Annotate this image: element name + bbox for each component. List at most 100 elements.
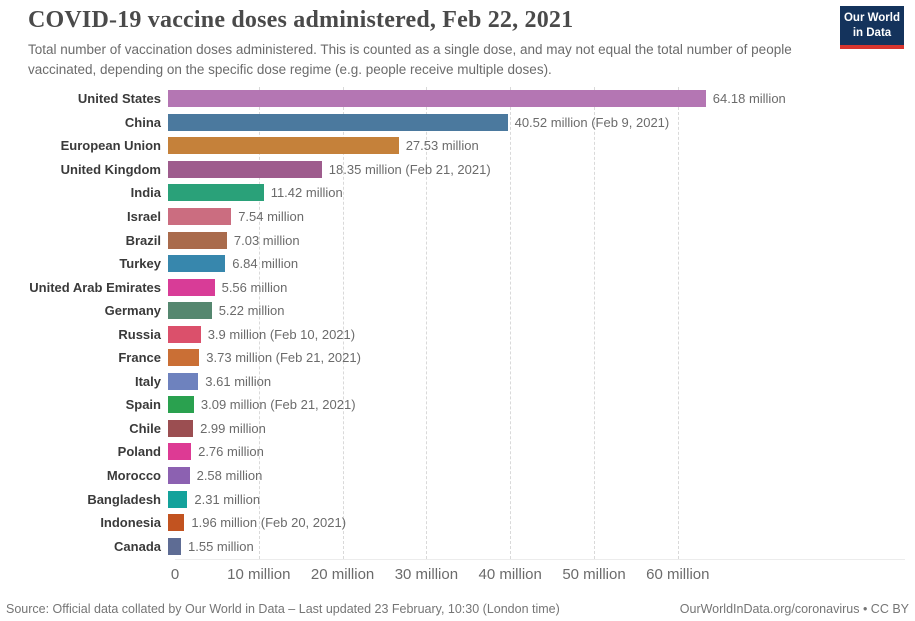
bar-row: Turkey 6.84 million <box>0 252 905 276</box>
value-label: 18.35 million (Feb 21, 2021) <box>328 161 491 177</box>
bar[interactable] <box>168 349 200 367</box>
bar[interactable] <box>168 514 185 532</box>
value-label: 7.54 million <box>238 209 304 224</box>
country-label: Israel <box>127 209 161 224</box>
value-label: 5.56 million <box>221 279 288 295</box>
bar-row: United Arab Emirates 5.56 million <box>0 275 905 299</box>
value-label: 6.84 million <box>232 256 299 272</box>
country-label: India <box>130 185 161 201</box>
owid-link[interactable]: OurWorldInData.org/coronavirus • CC BY <box>679 602 909 616</box>
bar[interactable] <box>168 113 508 131</box>
bar[interactable] <box>168 537 181 555</box>
bar-row: United States 64.18 million <box>0 87 905 111</box>
x-tick-label: 10 million <box>227 566 291 583</box>
page-title: COVID-19 vaccine doses administered, Feb… <box>28 7 574 33</box>
value-label: 3.73 million (Feb 21, 2021) <box>206 350 361 366</box>
value-label: 1.96 million (Feb 20, 2021) <box>191 515 347 531</box>
bar[interactable] <box>168 419 194 437</box>
x-tick-label: 20 million <box>310 566 375 583</box>
bar-row: France 3.73 million (Feb 21, 2021) <box>0 346 905 370</box>
bar[interactable] <box>168 90 706 108</box>
bar-row: Germany 5.22 million <box>0 299 905 323</box>
bar-row: Israel 7.54 million <box>0 205 905 229</box>
bar[interactable] <box>168 231 227 249</box>
country-label: Turkey <box>119 256 161 272</box>
bar-row: Canada 1.55 million <box>0 534 905 558</box>
bar-row: European Union 27.53 million <box>0 134 905 158</box>
bar[interactable] <box>168 325 201 343</box>
bar-row: Poland 2.76 million <box>0 440 905 464</box>
chart-footer: Source: Official data collated by Our Wo… <box>6 602 909 616</box>
bar[interactable] <box>168 302 212 320</box>
value-label: 3.9 million (Feb 10, 2021) <box>207 326 356 342</box>
country-label: United Kingdom <box>60 161 161 177</box>
bar-row: India 11.42 million <box>0 181 905 205</box>
country-label: Chile <box>129 420 161 436</box>
bar[interactable] <box>168 184 264 202</box>
bar-row: Italy 3.61 million <box>0 370 905 394</box>
country-label: European Union <box>60 138 161 154</box>
bar-rows: United States 64.18 million China 40.52 mil… <box>0 87 905 558</box>
owid-logo-line2: in Data <box>852 26 892 39</box>
gridline <box>258 87 260 559</box>
gridline <box>594 87 595 559</box>
bar-row: Russia 3.9 million (Feb 10, 2021) <box>0 322 905 346</box>
bar-row: Indonesia 1.96 million (Feb 20, 2021) <box>0 511 905 535</box>
value-label: 2.76 million <box>198 444 264 460</box>
value-label: 2.99 million <box>200 420 266 436</box>
value-label: 11.42 million <box>270 185 343 201</box>
country-label: Brazil <box>125 232 161 248</box>
country-label: Bangladesh <box>87 491 161 507</box>
bar[interactable] <box>168 278 215 296</box>
country-label: Poland <box>117 444 161 460</box>
chart-subtitle: Total number of vaccination doses admini… <box>28 42 792 78</box>
country-label: Italy <box>134 373 161 389</box>
x-axis-line <box>175 559 905 560</box>
value-label: 1.55 million <box>188 538 254 554</box>
bar-row: Chile 2.99 million <box>0 417 905 441</box>
bar-row: Spain 3.09 million (Feb 21, 2021) <box>0 393 905 417</box>
gridline <box>510 87 512 559</box>
bar[interactable] <box>168 372 199 390</box>
owid-logo[interactable]: Our World in Data <box>840 6 904 49</box>
country-label: China <box>124 114 161 130</box>
x-axis: 0 10 million 20 million 30 million 40 millio… <box>0 563 905 587</box>
country-label: United Arab Emirates <box>29 279 161 295</box>
value-label: 3.61 million <box>205 373 272 389</box>
bar-row: China 40.52 million (Feb 9, 2021) <box>0 111 905 135</box>
x-tick-label: 40 million <box>478 566 542 583</box>
bar-row: Bangladesh 2.31 million <box>0 487 905 511</box>
bar-chart: United States 64.18 million China 40.52 mil… <box>0 87 905 559</box>
value-label: 27.53 million <box>405 138 479 154</box>
bar[interactable] <box>168 490 188 508</box>
country-label: Indonesia <box>100 515 161 531</box>
x-tick-label: 30 million <box>394 566 459 583</box>
bar-row: Morocco 2.58 million <box>0 464 905 488</box>
value-label: 40.52 million (Feb 9, 2021) <box>514 114 670 130</box>
country-label: France <box>118 350 161 366</box>
bar[interactable] <box>168 396 194 414</box>
value-label: 64.18 million <box>712 91 786 107</box>
gridline <box>426 87 428 559</box>
country-label: Morocco <box>106 468 161 484</box>
gridline <box>342 87 344 559</box>
value-label: 2.31 million <box>194 491 261 507</box>
bar[interactable] <box>168 443 192 461</box>
bar[interactable] <box>168 160 322 178</box>
x-tick-label: 60 million <box>646 566 710 583</box>
value-label: 2.58 million <box>196 468 263 484</box>
bar-row: Brazil 7.03 million <box>0 228 905 252</box>
country-label: Spain <box>125 397 161 413</box>
bar[interactable] <box>168 208 232 225</box>
value-label: 3.09 million (Feb 21, 2021) <box>200 397 356 413</box>
country-label: Russia <box>118 326 161 342</box>
source-note: Source: Official data collated by Our Wo… <box>6 602 560 616</box>
bar[interactable] <box>168 255 226 273</box>
value-label: 7.03 million <box>233 232 300 248</box>
country-label: United States <box>77 91 161 107</box>
bar[interactable] <box>168 467 190 485</box>
country-label: Germany <box>104 303 161 319</box>
owid-logo-line1: Our World <box>843 12 900 24</box>
bar[interactable] <box>168 137 399 155</box>
